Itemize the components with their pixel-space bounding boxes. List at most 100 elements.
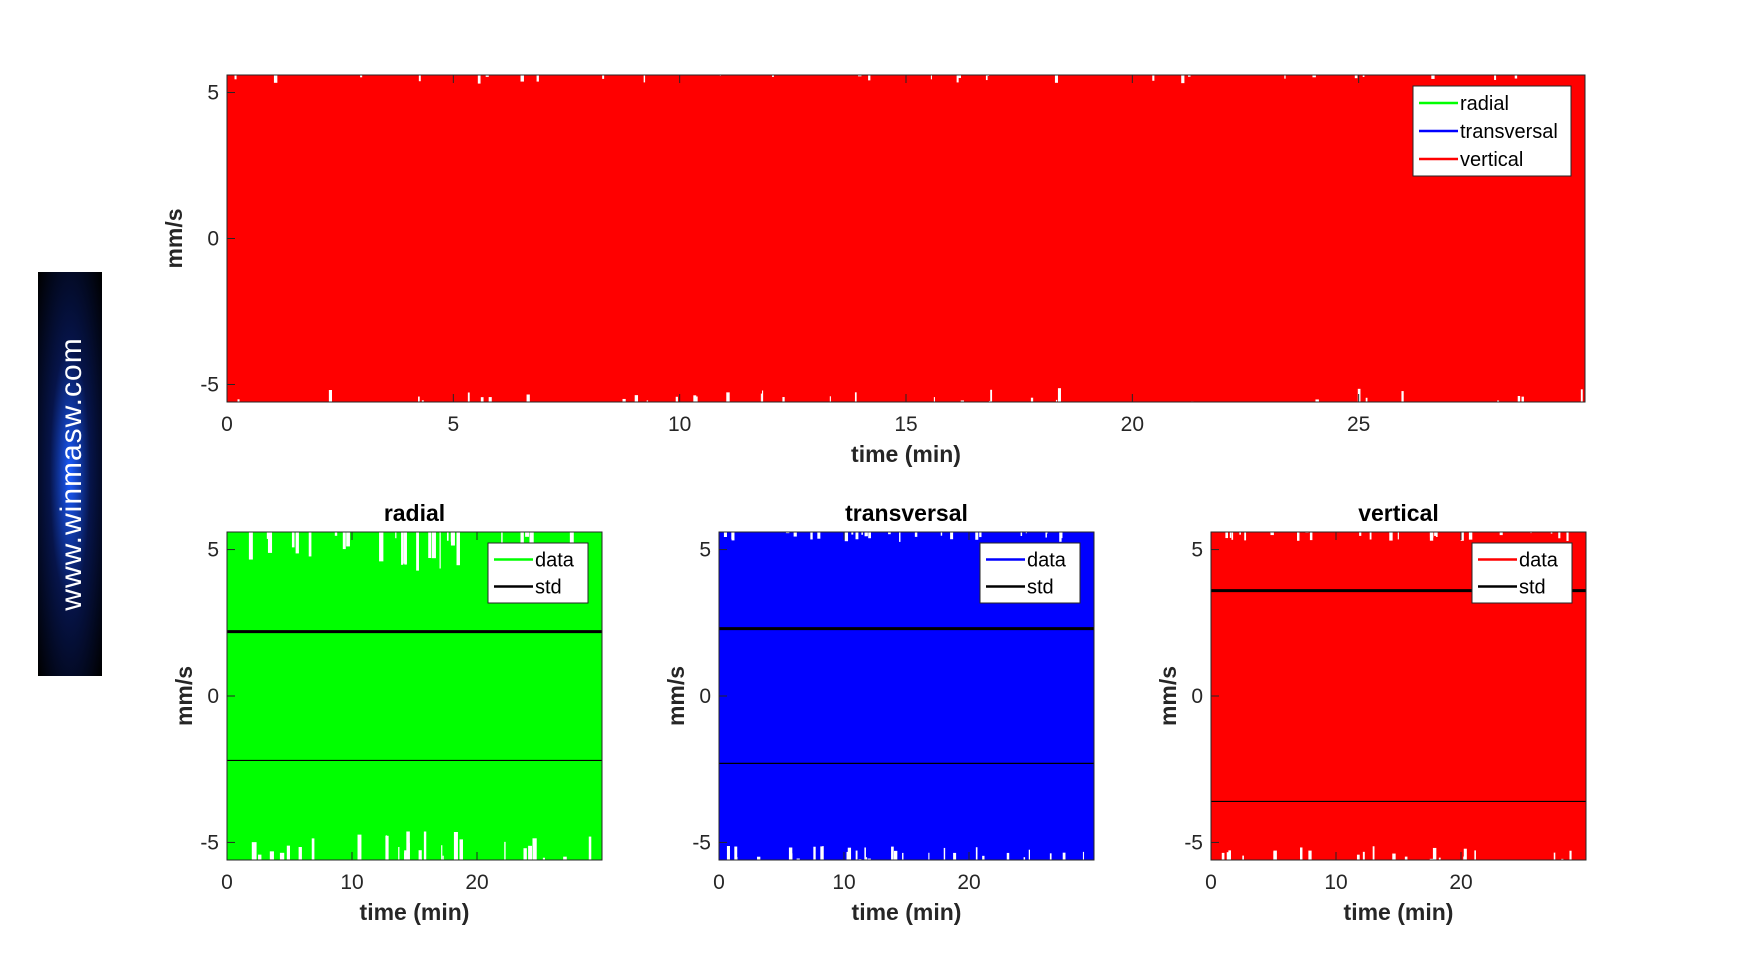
transversal-dip-top [864, 532, 868, 537]
combined-dip-top [868, 75, 871, 81]
radial-dip-top [456, 532, 460, 566]
transversal-dip-bottom [820, 846, 824, 860]
vertical-title: vertical [1358, 500, 1439, 526]
transversal-dip-top [914, 532, 918, 537]
radial-dip-top [266, 532, 271, 539]
radial-dip-bottom [563, 856, 567, 860]
combined-dip-top [360, 75, 363, 78]
combined-dip-top [956, 75, 959, 83]
radial-ytick-label: 5 [207, 539, 219, 562]
transversal-dip-top [1020, 532, 1023, 536]
vertical-dip-bottom [1561, 858, 1564, 860]
transversal-dip-top [793, 532, 797, 537]
combined-ytick-label: -5 [200, 373, 219, 396]
vertical-dip-top [1460, 532, 1464, 541]
transversal-dip-bottom [1023, 857, 1026, 860]
transversal-legend-label-std: std [1027, 577, 1054, 599]
combined-dip-top [477, 75, 481, 84]
vertical-dip-bottom [1553, 852, 1556, 860]
transversal-dip-top [723, 532, 727, 537]
radial-dip-top [267, 532, 273, 553]
radial-dip-top [529, 532, 534, 551]
combined-dip-bottom [421, 400, 424, 402]
radial-dip-top [248, 532, 253, 560]
radial-title: radial [384, 500, 445, 526]
radial-dip-bottom [279, 852, 285, 860]
transversal-dip-top [851, 532, 854, 535]
combined-dip-top [1431, 75, 1435, 79]
radial-dip-top [379, 532, 384, 562]
radial-dip-bottom [311, 838, 315, 860]
radial-ylabel: mm/s [171, 666, 197, 726]
transversal-xlabel: time (min) [852, 899, 962, 925]
combined-dip-top [418, 75, 421, 82]
combined-dip-bottom [854, 392, 857, 402]
vertical-dip-top [1270, 532, 1274, 536]
combined-dip-bottom [760, 393, 762, 402]
radial-dip-bottom [528, 845, 533, 860]
vertical-dip-bottom [1221, 852, 1225, 860]
transversal-dip-bottom [796, 858, 800, 860]
vertical-dip-bottom [1356, 854, 1360, 860]
transversal-dip-bottom [1006, 852, 1010, 860]
combined-dip-top [1152, 75, 1155, 81]
vertical-dip-top [1239, 532, 1241, 535]
combined-dip-bottom [634, 395, 639, 402]
radial-dip-bottom [398, 846, 400, 860]
combined-legend-label-radial: radial [1460, 93, 1509, 115]
combined-dip-bottom [622, 398, 626, 402]
transversal-dip-top [731, 532, 734, 535]
radial-dip-top [403, 532, 407, 564]
radial-dip-top [346, 532, 350, 547]
combined-dip-top [536, 75, 539, 82]
vertical-dip-top [1244, 532, 1247, 541]
combined-dip-top [857, 75, 862, 77]
combined-ylabel: mm/s [161, 208, 187, 268]
vertical-dip-bottom [1226, 852, 1230, 860]
transversal-dip-bottom [953, 852, 957, 860]
transversal-dip-top [844, 532, 849, 542]
combined-dip-top [1054, 75, 1058, 83]
brand-banner: www.winmasw.com [38, 272, 102, 676]
radial-dip-bottom [523, 848, 527, 860]
vertical-legend-box [1471, 542, 1573, 604]
vertical-dip-bottom [1300, 847, 1303, 860]
transversal-legend-box [979, 542, 1081, 604]
transversal-dip-bottom [865, 857, 868, 860]
radial-xtick-label: 0 [221, 871, 233, 894]
combined-dip-top [520, 75, 524, 82]
vertical-dip-bottom [1228, 850, 1231, 860]
transversal-dip-top [975, 532, 979, 540]
combined-legend: radial transversal vertical [1412, 85, 1572, 177]
transversal-dip-bottom [1028, 849, 1031, 860]
combined-dip-bottom [1517, 396, 1521, 402]
transversal-dip-top [1046, 532, 1048, 534]
transversal-dip-top [940, 532, 943, 536]
radial-dip-bottom [385, 835, 389, 860]
combined-dip-bottom [1055, 399, 1058, 402]
radial-dip-bottom [459, 839, 463, 860]
radial-dip-bottom [251, 842, 257, 860]
radial-dip-bottom [406, 831, 410, 860]
transversal-dip-bottom [822, 846, 824, 860]
vertical-dip-top [1309, 532, 1313, 541]
combined-signal-texture [234, 75, 1583, 402]
transversal-dip-top [1025, 532, 1028, 534]
combined-dip-top [1354, 75, 1358, 79]
combined-dip-bottom [1030, 397, 1034, 402]
combined-dip-top [234, 75, 237, 80]
radial-dip-bottom [286, 845, 290, 860]
transversal-dip-bottom [864, 847, 866, 860]
combined-dip-top [485, 75, 489, 77]
radial-legend-label-std: std [535, 577, 562, 599]
combined-dip-bottom [829, 396, 831, 402]
transversal-ylabel: mm/s [663, 666, 689, 726]
vertical-dip-bottom [1362, 851, 1365, 860]
combined-xtick-label: 0 [221, 413, 233, 436]
combined-dip-bottom [990, 389, 993, 402]
combined-dip-top [1494, 75, 1497, 80]
vertical-dip-bottom [1438, 857, 1441, 860]
combined-dip-top [273, 75, 278, 83]
